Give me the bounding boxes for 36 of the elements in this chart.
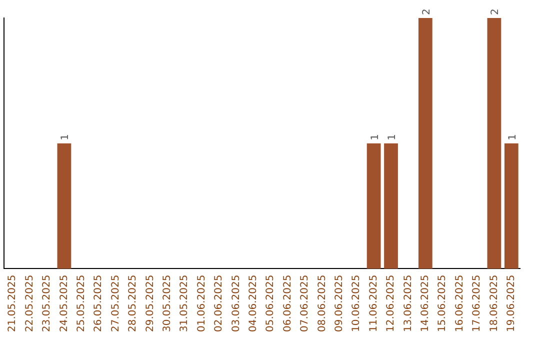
x-tick-label: 21.05.2025 bbox=[7, 274, 18, 332]
x-tick-label: 19.06.2025 bbox=[506, 274, 517, 332]
x-tick-label: 25.05.2025 bbox=[76, 274, 87, 332]
x-tick-label: 16.06.2025 bbox=[454, 274, 466, 332]
data-label: 1 bbox=[387, 134, 398, 140]
x-tick-label: 10.06.2025 bbox=[351, 274, 362, 332]
x-tick-label: 15.06.2025 bbox=[437, 274, 448, 332]
x-tick-label: 29.05.2025 bbox=[144, 274, 156, 332]
x-tick-label: 05.06.2025 bbox=[265, 274, 276, 332]
x-tick-label: 13.06.2025 bbox=[402, 274, 414, 332]
x-tick-label: 22.05.2025 bbox=[24, 274, 36, 332]
data-label: 1 bbox=[507, 134, 518, 140]
x-tick-label: 24.05.2025 bbox=[58, 274, 70, 332]
x-tick-label: 12.06.2025 bbox=[386, 274, 397, 332]
x-tick-label: 26.05.2025 bbox=[93, 274, 104, 332]
x-tick-label: 31.05.2025 bbox=[179, 274, 190, 332]
x-tick-label: 17.06.2025 bbox=[472, 274, 483, 332]
x-tick-label: 18.06.2025 bbox=[488, 274, 500, 332]
x-tick-label: 01.06.2025 bbox=[196, 274, 208, 332]
x-tick-label: 04.06.2025 bbox=[248, 274, 259, 332]
x-tick-label: 08.06.2025 bbox=[316, 274, 328, 332]
x-tick-label: 28.05.2025 bbox=[128, 274, 139, 332]
data-label: 2 bbox=[490, 8, 502, 15]
data-label: 2 bbox=[421, 8, 432, 15]
data-label: 1 bbox=[370, 134, 381, 140]
x-tick-label: 02.06.2025 bbox=[214, 274, 225, 332]
data-label: 1 bbox=[60, 134, 72, 140]
x-tick-label: 30.05.2025 bbox=[162, 274, 173, 332]
x-tick-label: 23.05.2025 bbox=[42, 274, 53, 332]
x-tick-label: 27.05.2025 bbox=[110, 274, 122, 332]
x-tick-label: 09.06.2025 bbox=[334, 274, 345, 332]
x-tick-label: 03.06.2025 bbox=[230, 274, 242, 332]
x-tick-label: 06.06.2025 bbox=[282, 274, 294, 332]
x-tick-label: 07.06.2025 bbox=[300, 274, 311, 332]
x-tick-label: 14.06.2025 bbox=[420, 274, 431, 332]
x-tick-label: 11.06.2025 bbox=[368, 274, 380, 332]
